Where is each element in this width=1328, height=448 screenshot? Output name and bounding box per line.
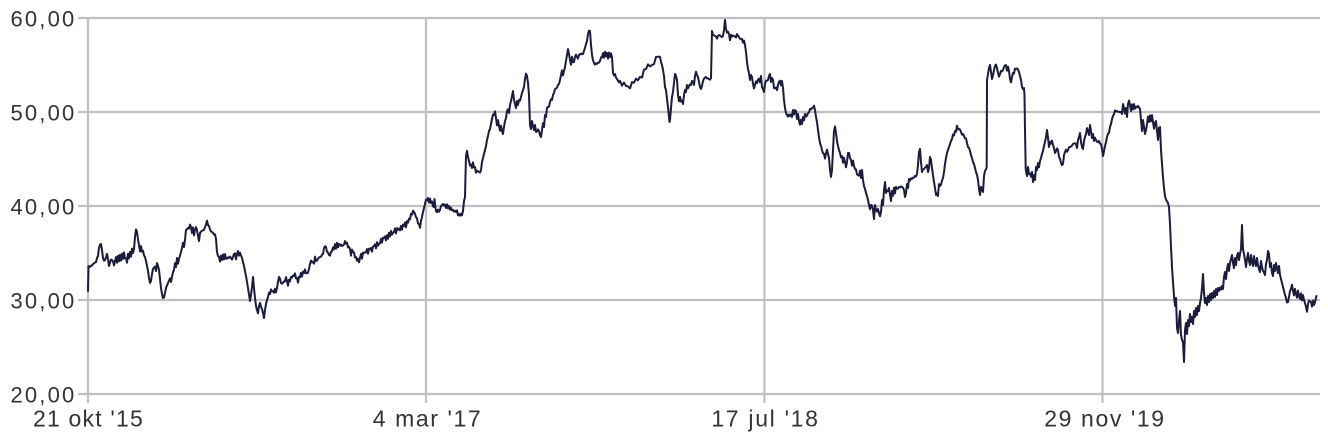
svg-text:50,00: 50,00: [10, 101, 76, 126]
svg-text:20,00: 20,00: [10, 383, 76, 408]
svg-text:4 mar '17: 4 mar '17: [373, 406, 483, 432]
svg-text:40,00: 40,00: [10, 195, 76, 220]
svg-text:60,00: 60,00: [10, 7, 76, 32]
svg-text:21 okt '15: 21 okt '15: [33, 406, 144, 432]
svg-text:17 jul '18: 17 jul '18: [711, 406, 819, 432]
svg-text:30,00: 30,00: [10, 289, 76, 314]
svg-text:29 nov '19: 29 nov '19: [1044, 406, 1165, 432]
